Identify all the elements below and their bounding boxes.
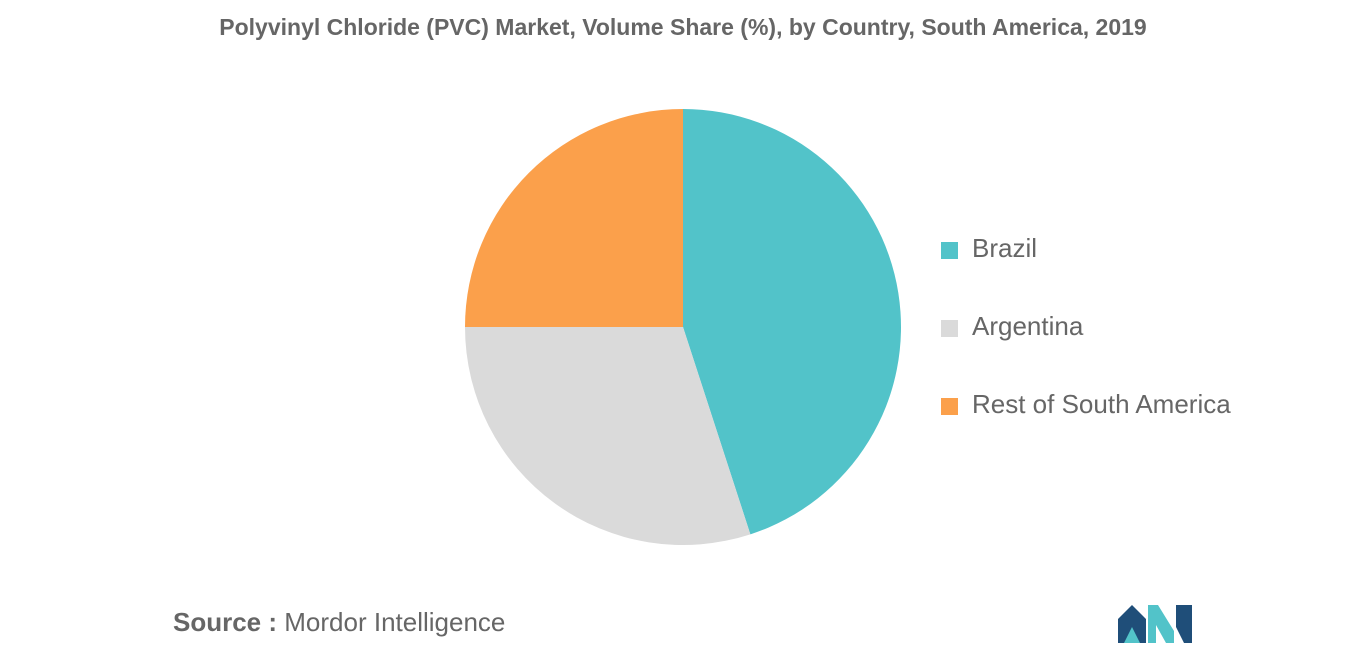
legend-label-brazil: Brazil bbox=[972, 233, 1038, 263]
legend-label-argentina: Argentina bbox=[972, 311, 1084, 341]
mordor-intelligence-logo-icon bbox=[1118, 605, 1192, 643]
legend-swatch-brazil bbox=[941, 242, 958, 259]
legend-swatch-rest-of-south-america bbox=[941, 398, 958, 415]
source-note: Source : Mordor Intelligence bbox=[173, 607, 505, 638]
legend-swatch-argentina bbox=[941, 320, 958, 337]
pie-slice-rest-of-south-america bbox=[465, 109, 683, 327]
source-label: Source : bbox=[173, 607, 278, 637]
source-text: Mordor Intelligence bbox=[284, 607, 506, 637]
pie-slice-brazil bbox=[683, 109, 901, 535]
legend-label-rest-of-south-america: Rest of South America bbox=[972, 389, 1231, 419]
chart-title: Polyvinyl Chloride (PVC) Market, Volume … bbox=[219, 14, 1147, 40]
pie-slice-argentina bbox=[465, 327, 751, 545]
